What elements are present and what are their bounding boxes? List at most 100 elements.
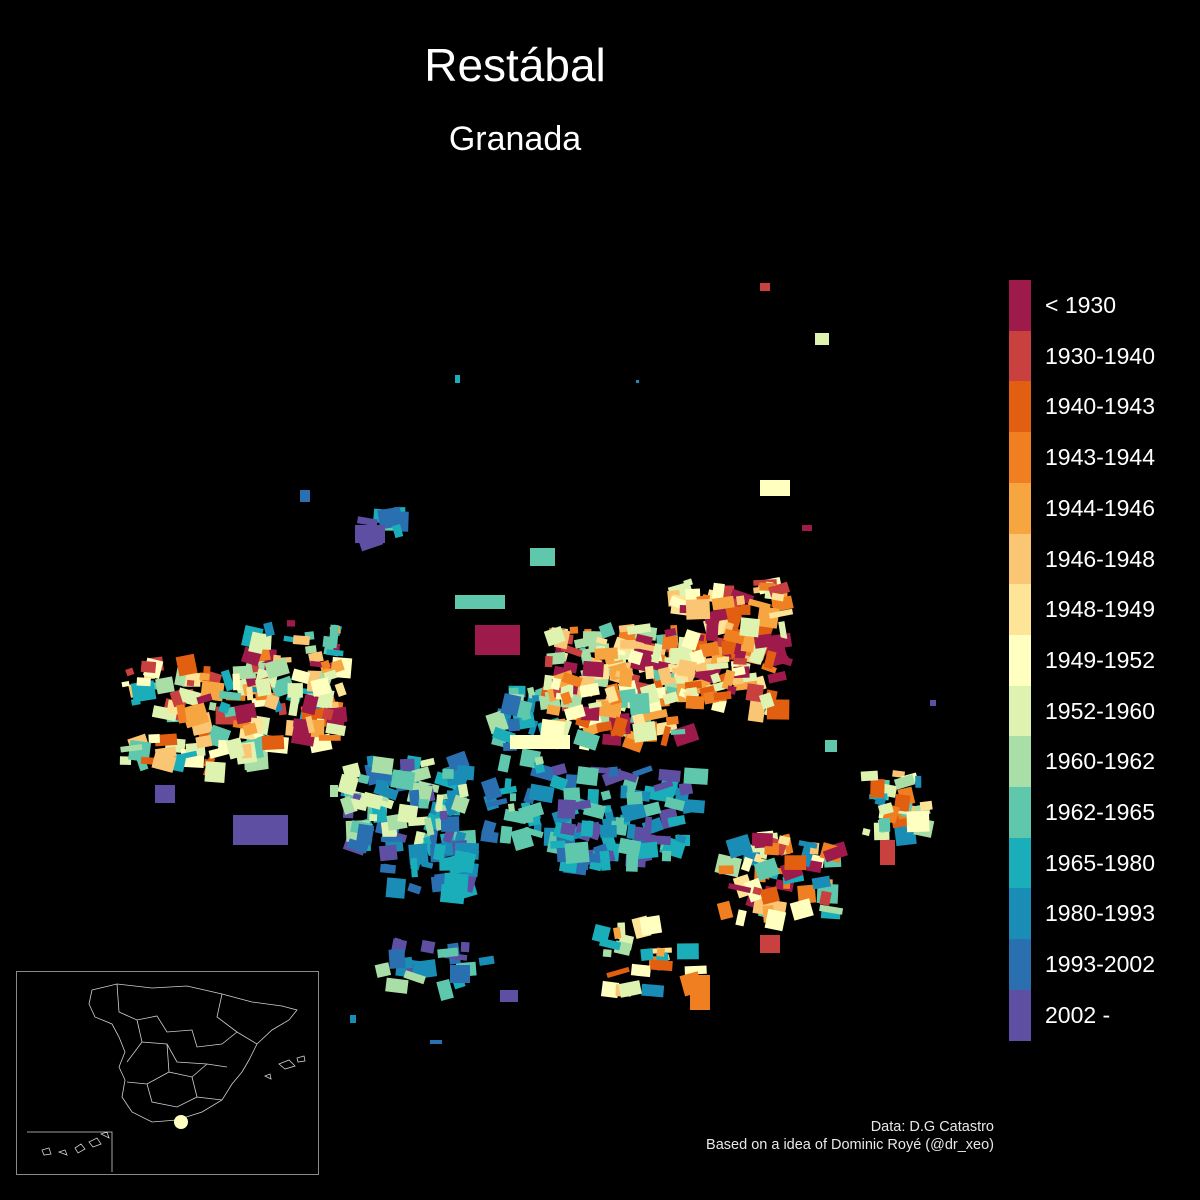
legend-label: 1949-1952 — [1045, 646, 1155, 673]
building-footprint — [373, 783, 399, 801]
legend-swatch — [1009, 533, 1031, 585]
building-footprint — [125, 667, 135, 677]
building-footprint — [208, 701, 217, 711]
building-footprint — [670, 647, 693, 665]
building-footprint — [789, 898, 814, 921]
legend-swatch — [1009, 685, 1031, 737]
building-footprint — [643, 708, 668, 722]
legend-swatch — [1009, 330, 1031, 382]
legend-swatch — [1009, 787, 1031, 838]
building-footprint — [667, 815, 686, 827]
building-footprint — [305, 645, 317, 654]
building-footprint — [392, 523, 404, 539]
building-footprint — [650, 643, 663, 664]
building-footprint — [403, 970, 426, 985]
building-footprint — [517, 802, 545, 822]
building-footprint — [768, 608, 794, 619]
building-footprint — [915, 775, 922, 788]
building-footprint — [764, 908, 787, 932]
building-footprint — [919, 800, 933, 811]
building-footprint — [371, 756, 394, 775]
building-footprint — [661, 850, 672, 862]
building-footprint — [560, 691, 573, 706]
building-footprint — [350, 1015, 356, 1023]
building-footprint — [329, 624, 339, 645]
legend-label: 1943-1944 — [1045, 444, 1155, 471]
building-footprint — [596, 721, 613, 733]
building-footprint — [861, 828, 871, 837]
building-footprint — [598, 622, 616, 639]
building-footprint — [155, 676, 175, 695]
building-footprint — [784, 855, 807, 870]
building-footprint — [684, 680, 702, 690]
legend-label: 1993-2002 — [1045, 951, 1155, 978]
legend-item: 1946-1948 — [1009, 533, 1199, 585]
building-footprint — [361, 791, 384, 810]
building-footprint — [435, 794, 444, 813]
building-footprint — [599, 850, 611, 871]
building-footprint — [507, 718, 521, 732]
building-footprint — [561, 672, 583, 688]
building-footprint — [195, 734, 213, 749]
building-footprint — [681, 629, 701, 651]
building-footprint — [544, 655, 553, 668]
building-footprint — [378, 844, 398, 862]
building-footprint — [600, 825, 617, 838]
building-footprint — [325, 722, 347, 737]
building-footprint — [308, 651, 324, 664]
map-subtitle: Granada — [448, 120, 582, 158]
legend-item: 1960-1962 — [1009, 736, 1199, 788]
legend-item: 1962-1965 — [1009, 787, 1199, 838]
building-footprint — [798, 840, 818, 849]
building-footprint — [711, 595, 735, 611]
building-footprint — [602, 733, 622, 746]
building-footprint — [301, 693, 319, 716]
building-footprint — [410, 857, 418, 878]
canary-box-line — [27, 1131, 113, 1172]
building-footprint — [496, 785, 517, 796]
building-age-map[interactable] — [0, 0, 1000, 1200]
building-footprint — [432, 843, 446, 861]
building-footprint — [457, 783, 469, 798]
building-footprint — [437, 947, 459, 958]
building-footprint — [430, 1040, 442, 1044]
building-footprint — [618, 770, 638, 783]
building-footprint — [562, 661, 578, 674]
building-footprint — [630, 963, 652, 978]
building-footprint — [745, 683, 765, 703]
building-footprint — [232, 673, 241, 691]
building-footprint — [662, 691, 679, 706]
credits: Data: D.G Catastro Based on a idea of Do… — [706, 1118, 994, 1154]
building-footprint — [218, 690, 242, 701]
legend-swatch — [1009, 837, 1031, 889]
building-footprint — [380, 836, 403, 842]
building-footprint — [399, 758, 415, 772]
building-footprint — [261, 735, 285, 751]
building-footprint — [760, 283, 770, 291]
building-footprint — [758, 692, 775, 710]
building-footprint — [497, 753, 512, 773]
building-footprint — [220, 669, 235, 692]
building-footprint — [291, 668, 311, 684]
building-footprint — [595, 636, 608, 645]
building-footprint — [199, 672, 210, 681]
building-footprint — [305, 715, 315, 734]
building-footprint — [626, 823, 636, 840]
legend-swatch — [1009, 989, 1031, 1041]
building-footprint — [710, 672, 721, 684]
building-footprint — [550, 840, 566, 849]
building-footprint — [620, 800, 647, 823]
building-footprint — [204, 761, 226, 783]
building-footprint — [263, 693, 280, 711]
building-footprint — [644, 816, 652, 838]
building-footprint — [565, 774, 578, 792]
building-footprint — [736, 595, 746, 606]
legend-item: 1940-1943 — [1009, 381, 1199, 433]
legend-label: 1960-1962 — [1045, 748, 1155, 775]
building-footprint — [683, 578, 694, 587]
building-footprint — [685, 599, 711, 620]
building-footprint — [475, 625, 520, 655]
building-footprint — [716, 656, 730, 664]
building-footprint — [711, 582, 725, 600]
spain-outline-map — [27, 983, 306, 1172]
